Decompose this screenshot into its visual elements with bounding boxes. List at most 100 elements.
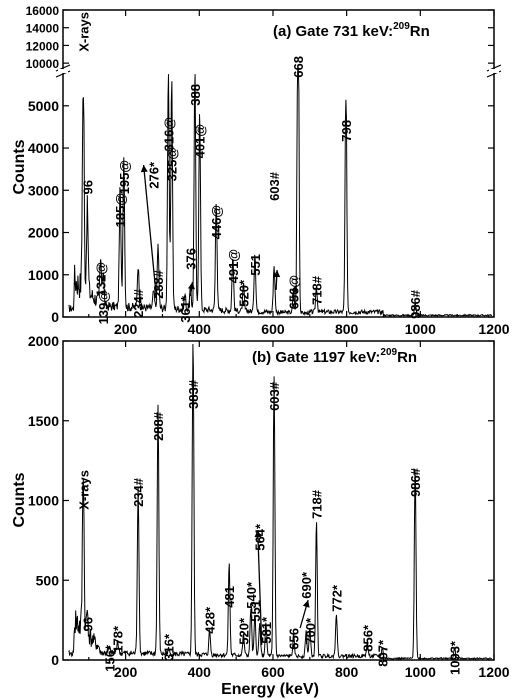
peak-label-361: 361* [178, 295, 193, 323]
panel-a-frame [62, 9, 495, 318]
peak-label-316: 316* [161, 633, 176, 661]
peak-label-401: 401@ [193, 124, 208, 158]
peak-label-772: 772* [329, 584, 344, 612]
peak-label-428: 428* [203, 606, 218, 634]
x-tick-label: 1200 [478, 664, 509, 680]
peak-label-603: 603# [267, 171, 282, 201]
peak-label-986: 986# [408, 289, 423, 319]
peak-label-185: 185@ [113, 193, 128, 227]
panel-a: 200 400 600 800 1000 120001000200030004000500… [11, 4, 510, 337]
peak-label-551: 551 [248, 600, 263, 622]
peak-label-986: 986# [408, 467, 423, 497]
peak-label-383: 383# [186, 379, 201, 409]
peak-label-276: 276* [147, 161, 162, 189]
x-tick-label: 600 [261, 321, 285, 337]
y-tick-label: 5000 [28, 98, 59, 114]
x-tick-label: 1000 [405, 664, 436, 680]
y-tick-label: 0 [51, 652, 59, 668]
peak-label-316: 316@ [161, 117, 176, 151]
peak-label-178: 178* [111, 625, 126, 653]
x-tick-label: 200 [114, 664, 138, 680]
peak-label-520: 520* [237, 279, 252, 307]
y-tick-label: 2000 [28, 333, 59, 349]
arrow-603-head [273, 270, 281, 278]
y-tick-label: 1000 [28, 493, 59, 509]
panel-a-peak-labels: X-rays 96 132@139@ 185@195@ 234# 276* 288# 316@… [76, 12, 423, 324]
peak-label-388: 388 [188, 84, 203, 106]
peak-label-700: 700* [303, 617, 318, 645]
peak-label-718: 718# [309, 275, 324, 305]
x-tick-label: 200 [114, 321, 138, 337]
x-tick-label: 1000 [405, 321, 436, 337]
peak-label-234: 234# [131, 477, 146, 507]
peak-label-540: 540* [244, 581, 259, 609]
panel-b-axis-ticks: 200 400 600 800 1000 1200 0 500 1000 1500 2000 [28, 333, 510, 680]
panel-b-arrows [254, 529, 310, 646]
arrow-564 [257, 529, 263, 646]
x-tick-label: 800 [335, 321, 359, 337]
peak-label-132: 132@ [94, 262, 109, 296]
peak-label-668: 668 [291, 56, 306, 78]
arrow-276-head [140, 165, 148, 173]
panel-b-peak-labels: X-rays96156*178*234#288#316*383#428*4815… [76, 379, 462, 675]
peak-label-139: 139@ [96, 290, 111, 324]
peak-label-581: 581* [259, 616, 274, 644]
panel-b: 200 400 600 800 1000 1200 0 500 1000 1500 2000 (b)… [11, 333, 510, 698]
y-tick-label: 1000 [28, 267, 59, 283]
peak-label-376: 376 [184, 248, 199, 270]
arrow-656-head [290, 285, 298, 293]
peak-label-x-rays: X-rays [76, 470, 91, 510]
peak-label-520: 520* [237, 617, 252, 645]
arrow-564-head [254, 530, 262, 538]
y-tick-label: 16000 [26, 4, 60, 18]
peak-label-656: 656 [287, 628, 302, 650]
peak-label-325: 325@ [165, 147, 180, 181]
series-line [68, 343, 492, 661]
y-tick-label: 12000 [26, 39, 60, 53]
panel-a-y-axis-title: Counts [11, 139, 28, 194]
peak-label-690: 690* [299, 571, 314, 599]
y-tick-label: 500 [36, 572, 60, 588]
y-tick-label: 2000 [28, 225, 59, 241]
panel-a-axis-break-marks [55, 64, 502, 78]
panel-b-spectrum [68, 343, 492, 661]
y-tick-label: 10000 [26, 57, 60, 71]
peak-label-234: 234# [131, 288, 146, 318]
peak-label-96: 96 [80, 180, 95, 194]
peak-label-856: 856* [360, 624, 375, 652]
peak-label-897: 897* [375, 639, 390, 667]
panel-a-spectrum [68, 64, 493, 318]
peak-label-195: 195@ [117, 160, 132, 194]
series-line [68, 64, 493, 318]
y-tick-label: 3000 [28, 182, 59, 198]
x-tick-label: 1200 [478, 321, 509, 337]
x-tick-label: 800 [335, 664, 359, 680]
x-tick-label: 600 [261, 664, 285, 680]
peak-label-481: 481 [222, 586, 237, 608]
peak-label-491: 491@ [226, 249, 241, 283]
peak-label-798: 798 [339, 120, 354, 142]
y-tick-label: 0 [51, 309, 59, 325]
peak-label-603: 603# [267, 381, 282, 411]
peak-label-96: 96 [80, 617, 95, 631]
panel-a-arrows [140, 164, 298, 301]
peak-label-718: 718# [309, 489, 324, 519]
panel-a-axis-ticks: 200 400 600 800 1000 120001000200030004000500… [26, 4, 510, 337]
y-tick-label: 14000 [26, 22, 60, 36]
peak-label-x-rays: X-rays [76, 12, 91, 52]
arrow-361-head [188, 282, 195, 290]
peak-label-156: 156* [102, 644, 117, 672]
panel-b-y-axis-title: Counts [11, 472, 28, 527]
panel-b-title: (b) Gate 1197 keV:209Rn [252, 347, 417, 366]
peak-label-288: 288# [151, 411, 166, 441]
peak-label-288: 288# [151, 269, 166, 299]
peak-label-551: 551 [248, 254, 263, 276]
x-tick-label: 400 [188, 664, 212, 680]
arrow-690-head [302, 600, 310, 608]
panel-a-title: (a) Gate 731 keV:209Rn [273, 21, 430, 40]
y-tick-label: 1500 [28, 413, 59, 429]
x-tick-label: 400 [188, 321, 212, 337]
peak-label-1093: 1093* [448, 640, 463, 675]
peak-label-446: 446@ [209, 205, 224, 239]
x-axis-title: Energy (keV) [221, 681, 319, 698]
